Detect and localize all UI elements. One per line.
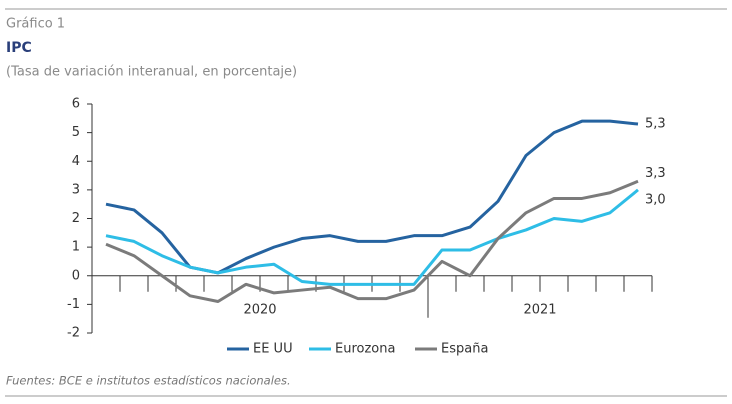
value-label: 5,3: [645, 117, 666, 132]
chart-label: Gráfico 1: [6, 17, 65, 32]
value-label: 3,0: [645, 192, 666, 207]
series-line: [105, 179, 639, 304]
value-label: 3,3: [645, 166, 666, 181]
legend-label: Eurozona: [335, 342, 395, 357]
y-tick-label: 4: [72, 154, 80, 169]
y-tick-label: 2: [72, 211, 80, 226]
series-line: [105, 188, 639, 286]
y-tick-label: 1: [72, 240, 80, 255]
y-tick-label: 5: [72, 125, 80, 140]
y-tick-label: -2: [67, 326, 80, 341]
y-tick-label: 3: [72, 182, 80, 197]
y-tick-label: 6: [72, 97, 80, 112]
chart-subtitle: (Tasa de variación interanual, en porcen…: [6, 65, 297, 80]
source-note: Fuentes: BCE e institutos estadísticos n…: [6, 374, 291, 388]
legend-label: España: [441, 342, 488, 357]
legend-label: EE UU: [253, 342, 293, 357]
x-group-label: 2021: [523, 302, 556, 317]
chart-title: IPC: [6, 40, 32, 56]
y-tick-label: -1: [67, 297, 80, 312]
y-tick-label: 0: [72, 268, 80, 283]
x-group-label: 2020: [243, 302, 276, 317]
